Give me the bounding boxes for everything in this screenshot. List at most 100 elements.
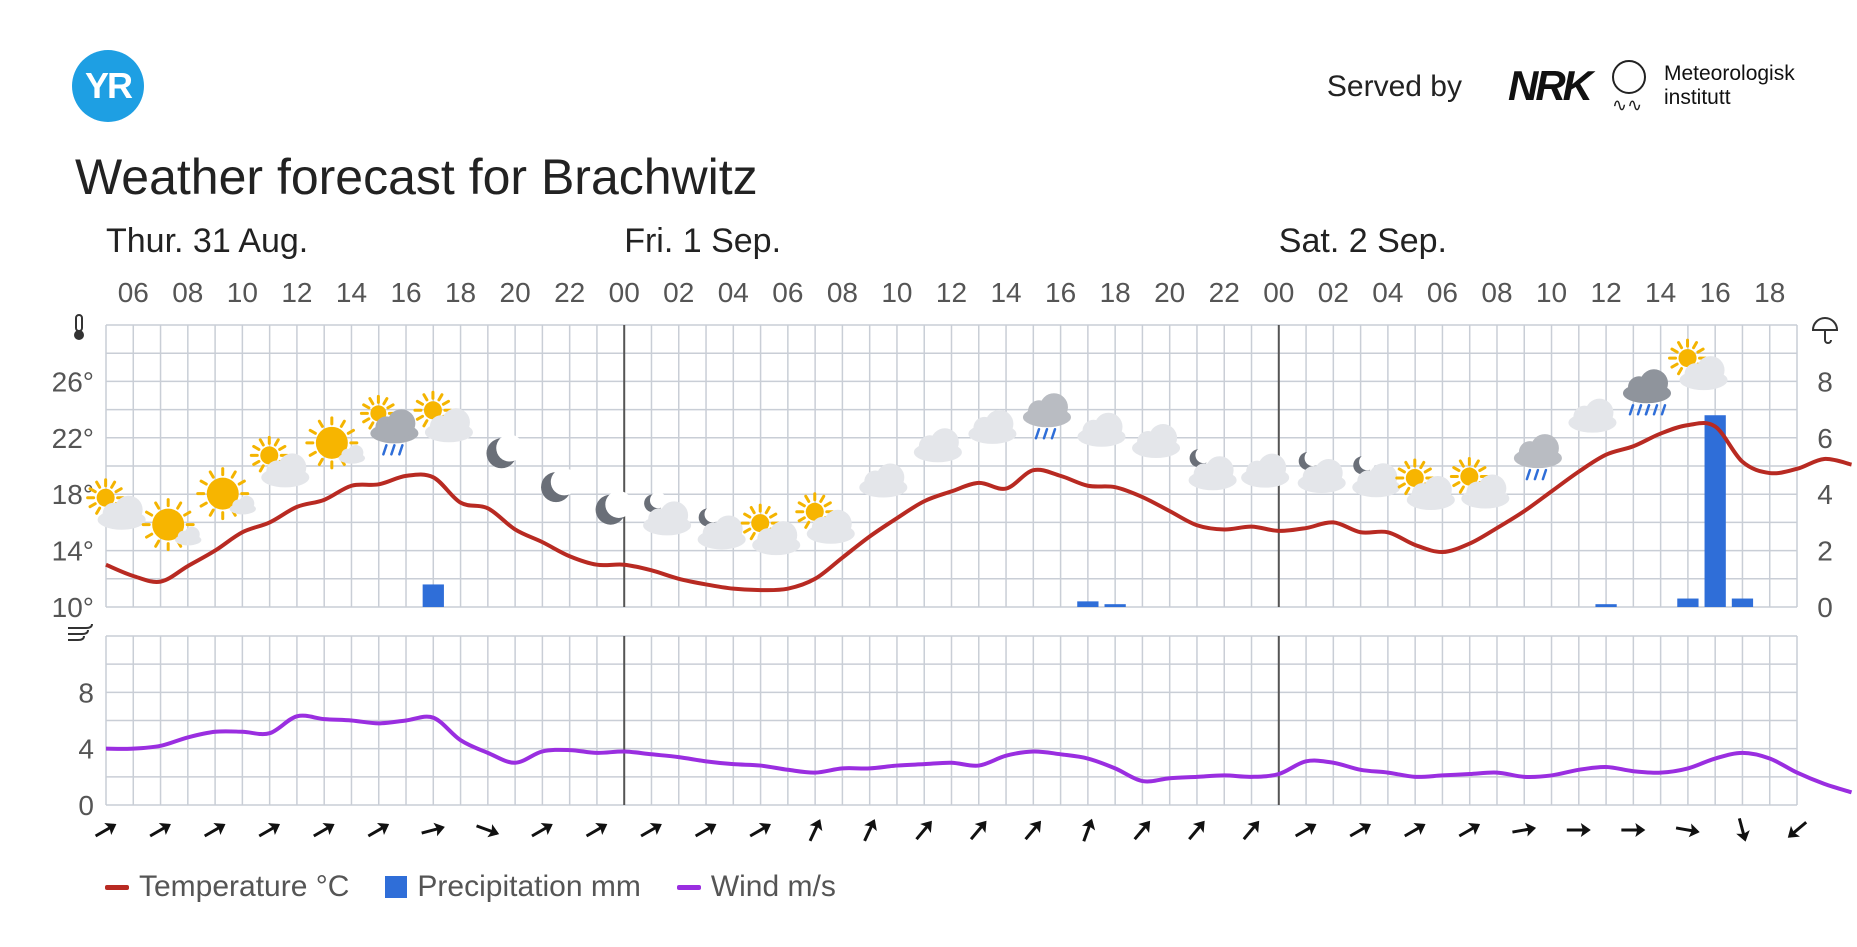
sun-icon — [141, 498, 202, 552]
moon-mask — [550, 468, 578, 496]
precipitation-bar — [1704, 415, 1726, 607]
chart-legend: Temperature °C Precipitation mm Wind m/s — [105, 870, 872, 904]
precip-y-tick: 8 — [1817, 366, 1833, 397]
sun-disc — [315, 426, 348, 459]
wind-y-tick: 0 — [78, 790, 94, 821]
legend-temperature-label: Temperature °C — [139, 870, 350, 903]
cloud-icon — [859, 463, 908, 498]
sun-ray — [1696, 347, 1705, 354]
met-name-line1: Meteorologisk — [1664, 62, 1795, 85]
sun-ray — [1452, 466, 1461, 473]
sun-disc — [206, 477, 239, 510]
sun-ray — [823, 501, 832, 508]
partly-cloudy-day-icon — [1449, 457, 1510, 509]
wind-arrow-head — [1029, 820, 1042, 833]
x-tick-label: 06 — [118, 277, 149, 308]
cloud-icon — [968, 409, 1017, 444]
sun-ray — [1677, 367, 1684, 376]
moon-mask — [1304, 449, 1321, 466]
sun-disc — [260, 446, 279, 465]
wind-arrow-head — [1736, 830, 1750, 842]
wind-arrow-head — [1635, 823, 1646, 837]
x-tick-label: 08 — [1481, 277, 1512, 308]
rain-drop — [390, 444, 396, 456]
nrk-logo[interactable]: NRK — [1508, 62, 1593, 109]
met-institute-logo[interactable]: ∿∿ Meteorologisk institutt — [1612, 60, 1812, 116]
moon-icon — [486, 434, 524, 469]
x-tick-label: 08 — [827, 277, 858, 308]
wind-arrow-head — [809, 819, 823, 832]
thermometer-icon — [74, 314, 84, 340]
wind-arrow-head — [864, 819, 877, 832]
sun-ray — [441, 399, 451, 406]
yr-logo[interactable]: YR — [72, 50, 144, 122]
wind-direction-arrow — [476, 824, 500, 838]
rain-drop — [1533, 468, 1540, 481]
legend-precipitation[interactable]: Precipitation mm — [385, 870, 641, 904]
cloud-part — [387, 409, 416, 438]
x-tick-label: 06 — [772, 277, 803, 308]
legend-wind[interactable]: Wind m/s — [676, 870, 836, 904]
rain-icon — [1513, 434, 1562, 481]
cloud-part — [876, 463, 905, 492]
sun-ray — [1473, 459, 1480, 468]
moon-mask — [1195, 446, 1212, 464]
precip-y-tick: 0 — [1817, 592, 1833, 623]
legend-temperature[interactable]: Temperature °C — [105, 870, 349, 904]
moon-mask — [605, 490, 633, 518]
sun-ray — [797, 501, 806, 508]
day-label: Fri. 1 Sep. — [624, 222, 781, 260]
moon-mask — [704, 506, 721, 523]
sun-ray — [308, 450, 317, 457]
sun-ray — [339, 419, 346, 428]
wind-line — [105, 713, 1853, 795]
cloud-part — [1530, 434, 1559, 463]
sun-ray — [749, 531, 756, 541]
umbrella-icon-canopy — [1811, 317, 1839, 331]
wind-y-tick: 8 — [78, 677, 94, 708]
x-tick-label: 18 — [1100, 277, 1131, 308]
sun-ray — [1404, 486, 1411, 496]
sun-ray — [110, 480, 117, 489]
sun-ray — [819, 494, 826, 503]
sun-ray — [208, 508, 215, 517]
sun-ray — [1677, 341, 1684, 350]
wind-direction-arrow — [421, 822, 445, 837]
sun-ray — [230, 470, 237, 479]
moon-mask — [1359, 454, 1376, 471]
temp-y-tick: 22° — [52, 423, 94, 454]
thermometer-icon-tube — [75, 314, 83, 332]
precip-y-tick: 4 — [1817, 479, 1833, 510]
temp-y-tick: 26° — [52, 366, 94, 397]
wind-arrow-head — [1580, 823, 1591, 837]
precipitation-bar — [1104, 604, 1126, 607]
partly-cloudy-day-icon — [413, 390, 473, 443]
wind-direction-arrow — [585, 822, 608, 838]
sun-ray — [422, 393, 429, 402]
wind-arrow-head — [213, 822, 226, 836]
cloud-part — [441, 408, 470, 437]
sun-ray — [237, 479, 246, 486]
sun-ray — [1419, 460, 1426, 470]
wind-direction-arrow — [1242, 820, 1260, 841]
temp-y-tick: 14° — [52, 536, 94, 567]
rain-drop — [1525, 468, 1532, 481]
partly-cloudy-night-icon — [697, 506, 746, 550]
wind-direction-arrow — [863, 819, 877, 842]
wind-arrow-head — [1413, 822, 1426, 836]
partly-cloudy-day-icon — [86, 478, 146, 530]
forecast-chart: Thur. 31 Aug. Fri. 1 Sep. Sat. 2 Sep.06 08 1… — [52, 222, 1853, 842]
partly-cloudy-night-icon — [643, 492, 692, 536]
wind-arrow-head — [1081, 818, 1096, 831]
temperature-line — [105, 421, 1853, 593]
partly-cloudy-day-icon — [249, 435, 310, 488]
moon-mask — [496, 434, 524, 462]
sun-ray — [797, 516, 806, 523]
sun-ray — [258, 464, 265, 473]
sun-ray — [1423, 467, 1432, 474]
x-tick-label: 12 — [936, 277, 967, 308]
rain-sun-icon — [359, 394, 419, 456]
sun-ray — [199, 501, 208, 508]
x-tick-label: 10 — [881, 277, 912, 308]
precipitation-bar — [422, 584, 444, 607]
